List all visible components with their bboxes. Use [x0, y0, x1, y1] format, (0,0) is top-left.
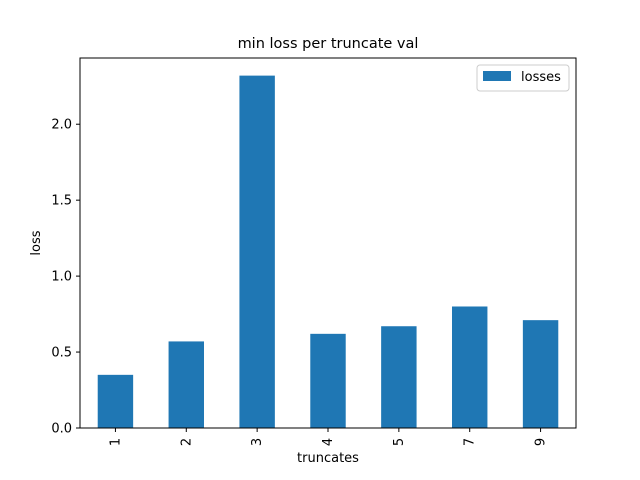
y-tick-label: 0.0 — [51, 422, 72, 437]
x-tick-label-2: 2 — [179, 438, 194, 446]
bar-5 — [381, 326, 417, 428]
x-tick-label-7: 7 — [463, 438, 478, 446]
x-axis-label: truncates — [297, 451, 359, 466]
legend-label: losses — [521, 70, 561, 85]
x-tick-label-3: 3 — [250, 438, 265, 446]
bar-7 — [452, 306, 488, 428]
x-tick-label-1: 1 — [108, 438, 123, 446]
x-axis: 1 2 3 4 5 7 9 — [108, 428, 549, 446]
x-tick-label-9: 9 — [534, 438, 549, 446]
y-axis: 0.0 0.5 1.0 1.5 2.0 — [51, 118, 80, 437]
bar-4 — [310, 333, 346, 428]
chart-title: min loss per truncate val — [238, 36, 419, 52]
bar-3 — [239, 75, 275, 428]
plot-frame — [79, 57, 577, 429]
y-axis-label: loss — [29, 230, 44, 255]
bar-9 — [522, 320, 559, 428]
y-tick-label: 2.0 — [51, 118, 72, 133]
bars-group — [97, 75, 559, 428]
bar-1 — [97, 374, 134, 428]
legend-swatch — [483, 71, 511, 81]
x-tick-label-5: 5 — [392, 438, 407, 446]
y-tick-label: 1.5 — [51, 194, 72, 209]
y-tick-label: 1.0 — [51, 270, 72, 285]
y-tick-label: 0.5 — [51, 346, 72, 361]
legend: losses — [476, 64, 570, 92]
x-tick-label-4: 4 — [321, 438, 336, 446]
bar-2 — [168, 341, 204, 428]
